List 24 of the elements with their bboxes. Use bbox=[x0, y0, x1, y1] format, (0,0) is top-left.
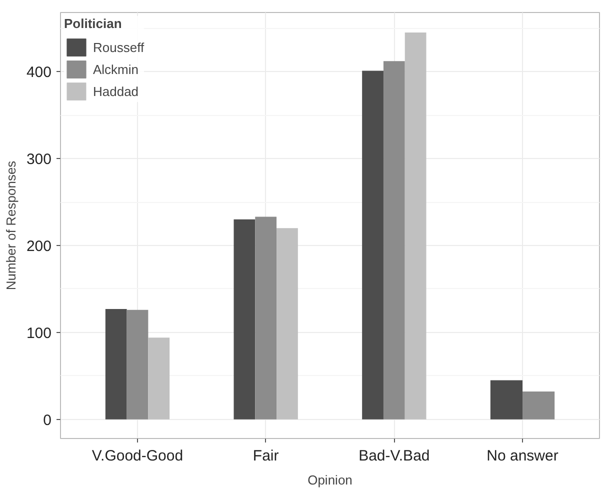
bar bbox=[234, 219, 256, 420]
bar bbox=[126, 310, 148, 420]
y-tick-label: 300 bbox=[26, 151, 52, 168]
legend-label: Rousseff bbox=[93, 38, 144, 56]
y-axis-title: Number of Responses bbox=[3, 160, 18, 290]
legend-label: Alckmin bbox=[93, 60, 139, 78]
x-axis-title: Opinion bbox=[308, 472, 352, 488]
legend-label: Haddad bbox=[93, 82, 139, 100]
y-tick-label: 200 bbox=[26, 238, 52, 255]
bar bbox=[404, 32, 426, 420]
x-tick-label: No answer bbox=[486, 448, 558, 464]
bar bbox=[105, 308, 127, 420]
x-tick-label: Fair bbox=[252, 448, 279, 464]
bar bbox=[276, 228, 298, 420]
x-tick-label: Bad-V.Bad bbox=[358, 448, 430, 464]
bar bbox=[383, 61, 405, 420]
bar bbox=[362, 70, 384, 420]
y-tick-label: 100 bbox=[26, 324, 52, 342]
y-tick-label: 400 bbox=[26, 64, 52, 82]
bar bbox=[148, 338, 170, 420]
bar bbox=[255, 216, 277, 420]
x-tick-label: V.Good-Good bbox=[92, 448, 184, 464]
y-tick-label: 0 bbox=[43, 412, 52, 429]
legend-title: Politician bbox=[64, 16, 123, 31]
